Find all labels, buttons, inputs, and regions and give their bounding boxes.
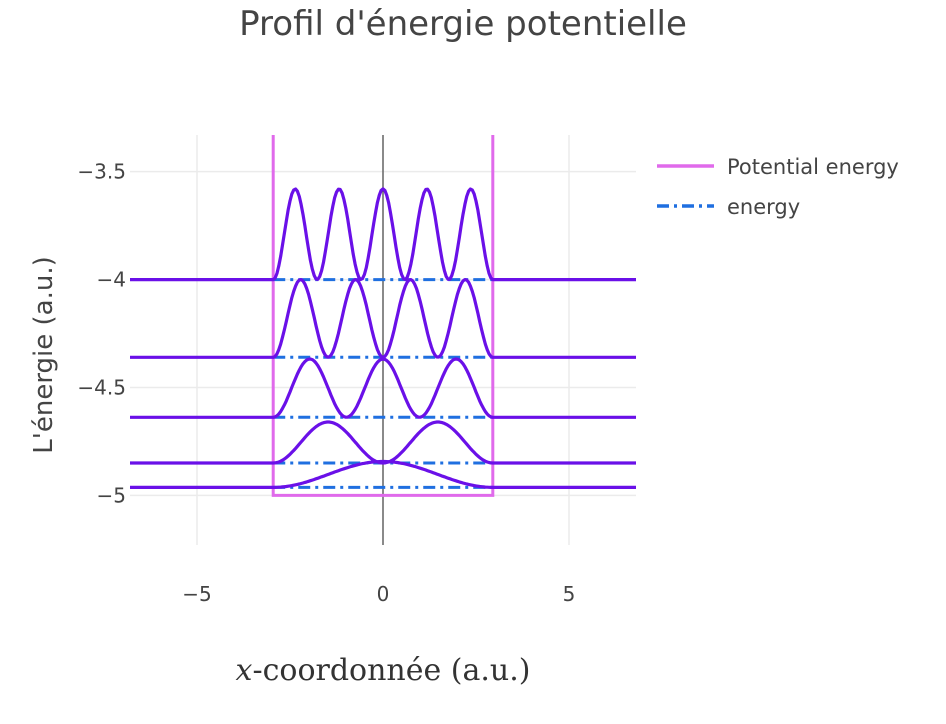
wavefunction-line bbox=[130, 420, 636, 465]
x-axis-label-var: x bbox=[236, 653, 253, 688]
x-axis-label-rest: -coordonnée (a.u.) bbox=[252, 653, 530, 688]
y-tick-label: −4 bbox=[97, 268, 126, 292]
wavefunction-line bbox=[130, 187, 636, 282]
plot-area bbox=[130, 135, 636, 545]
wavefunction-line bbox=[130, 357, 636, 419]
x-tick-label: 0 bbox=[377, 582, 390, 606]
y-axis-label: L'énergie (a.u.) bbox=[29, 256, 59, 454]
y-tick-label: −4.5 bbox=[77, 375, 126, 399]
x-tick-label: −5 bbox=[182, 582, 211, 606]
legend-label: Potential energy bbox=[727, 155, 899, 179]
chart-title: Profil d'énergie potentielle bbox=[239, 4, 687, 44]
potential-energy-line bbox=[271, 135, 495, 497]
ticks: −5 0 5 −3.5 −4 −4.5 −5 bbox=[77, 160, 575, 606]
plot-series bbox=[130, 135, 636, 545]
legend[interactable]: Potential energy energy bbox=[657, 155, 899, 219]
y-tick-label: −3.5 bbox=[77, 160, 126, 184]
wavefunction-line bbox=[130, 278, 636, 359]
legend-label: energy bbox=[727, 195, 800, 219]
x-axis-label: x-coordonnée (a.u.) bbox=[236, 653, 531, 688]
y-tick-label: −5 bbox=[97, 483, 126, 507]
x-tick-label: 5 bbox=[563, 582, 576, 606]
